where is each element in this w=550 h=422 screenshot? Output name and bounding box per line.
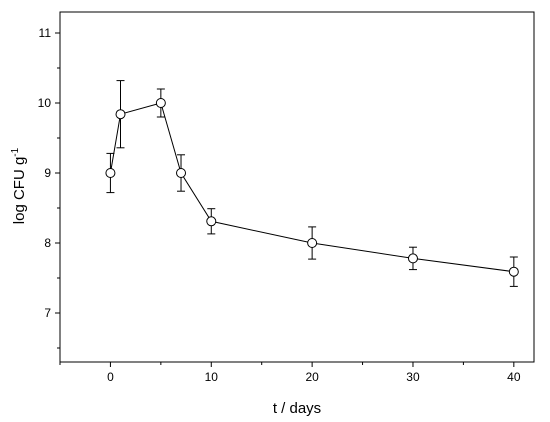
y-axis-label: log CFU g-1 [10,147,28,224]
x-tick-label: 30 [406,370,420,384]
y-axis-label-main: log CFU g [11,157,28,225]
y-tick-label: 10 [38,96,52,110]
x-tick-label: 40 [507,370,521,384]
plot-frame [59,11,535,363]
y-tick-label: 8 [44,236,51,250]
x-tick-label: 20 [305,370,319,384]
data-point [115,109,126,120]
series-line [109,102,514,273]
x-tick-label: 0 [107,370,114,384]
data-point [176,168,187,178]
data-point [407,253,418,264]
data-point [206,216,217,227]
x-tick-label: 10 [205,370,219,384]
data-point [307,238,318,248]
data-point [105,168,116,178]
data-point [155,98,166,108]
x-axis-label: t / days [273,400,321,417]
y-tick-label: 11 [39,26,52,40]
y-axis-label-superscript: -1 [10,147,21,156]
y-tick-label: 9 [44,166,51,180]
y-tick-label: 7 [44,306,51,320]
data-point [508,266,519,277]
